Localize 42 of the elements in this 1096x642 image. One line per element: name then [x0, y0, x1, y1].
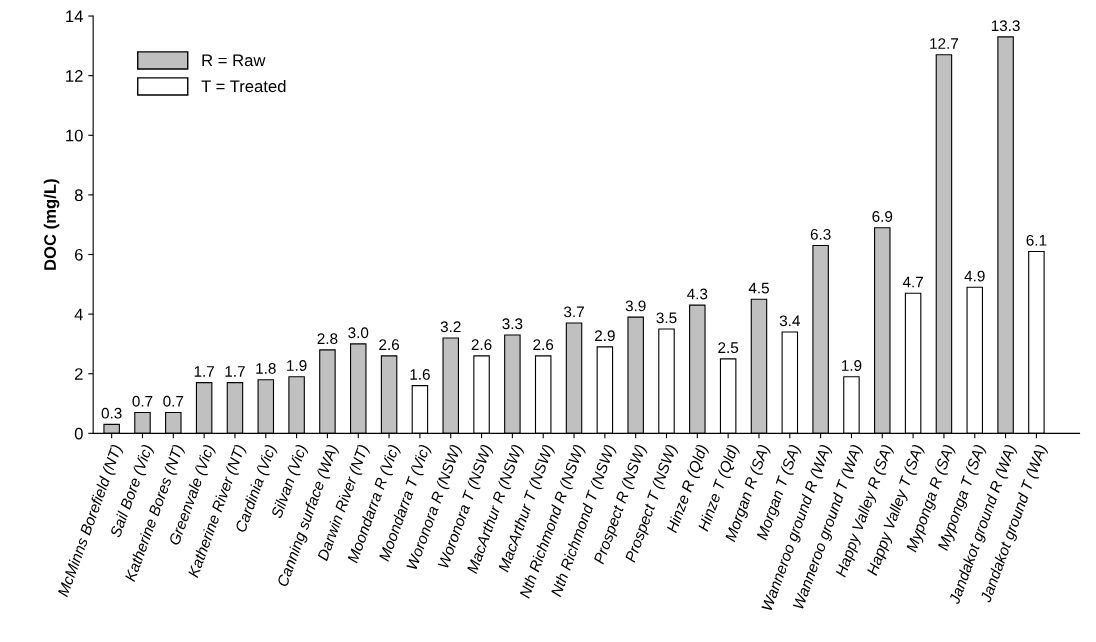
y-tick-label: 10 — [66, 129, 83, 142]
y-tick-label: 14 — [66, 10, 83, 23]
data-label: 6.1 — [1026, 234, 1047, 246]
data-label: 6.9 — [872, 211, 893, 222]
data-label: 4.3 — [687, 288, 708, 300]
data-label: 4.9 — [964, 270, 985, 282]
y-tick-label: 8 — [74, 189, 83, 202]
data-label: 3.0 — [348, 327, 369, 339]
data-label: 3.9 — [625, 300, 646, 312]
data-label: 1.7 — [225, 366, 245, 377]
data-label: 4.7 — [902, 276, 923, 288]
data-label: 4.5 — [748, 282, 769, 294]
y-tick-label: 4 — [74, 308, 83, 321]
data-label: 2.8 — [317, 333, 338, 345]
legend-label: R = Raw — [202, 54, 266, 67]
data-label: 2.6 — [533, 339, 554, 351]
data-label: 13.3 — [991, 20, 1020, 32]
data-label: 3.5 — [656, 312, 677, 324]
data-label: 1.7 — [194, 366, 214, 377]
data-label: 1.8 — [256, 363, 276, 374]
data-label: 3.4 — [779, 315, 800, 327]
data-label: 2.6 — [379, 339, 400, 351]
data-label: 3.2 — [440, 321, 461, 333]
y-tick-label: 0 — [74, 427, 83, 440]
y-tick-label: 12 — [66, 70, 83, 82]
y-axis-title: DOC (mg/L) — [43, 179, 60, 270]
data-label: 2.5 — [718, 342, 739, 354]
data-label: 3.7 — [563, 306, 584, 318]
legend-label: T = Treated — [201, 79, 286, 93]
data-label: 0.7 — [163, 395, 184, 407]
data-label: 1.9 — [842, 360, 862, 371]
data-label: 2.6 — [471, 339, 492, 351]
y-tick-label: 2 — [75, 368, 83, 380]
data-label: 0.7 — [132, 395, 153, 407]
data-label: 1.9 — [287, 360, 307, 371]
data-label: 6.3 — [810, 228, 831, 240]
data-label: 12.7 — [930, 38, 959, 49]
data-label: 1.6 — [410, 369, 430, 380]
data-label: 0.3 — [101, 407, 122, 419]
y-tick-label: 6 — [75, 248, 83, 261]
data-label: 3.3 — [502, 318, 523, 330]
data-label: 2.9 — [595, 330, 615, 342]
